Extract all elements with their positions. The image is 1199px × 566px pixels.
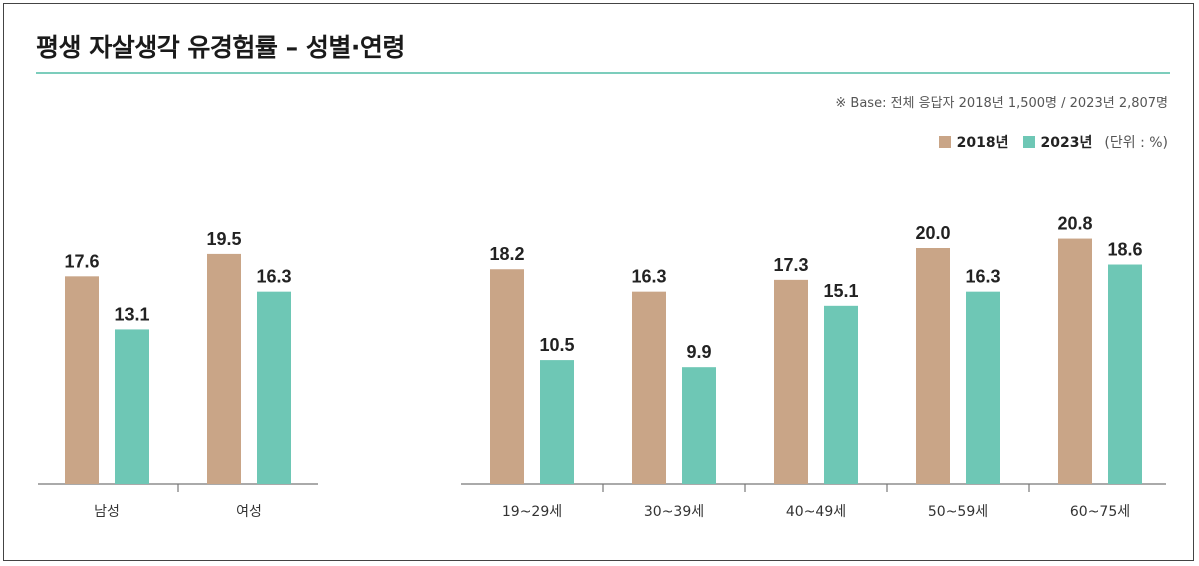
category-label: 50~59세 [928,504,988,520]
unit-label: (단위 : %) [1104,135,1168,151]
data-label: 16.3 [631,267,666,287]
data-label: 18.2 [489,244,524,264]
bar-2018 [490,269,524,484]
legend-swatch-2018 [938,136,951,148]
data-label: 17.3 [773,255,808,275]
bar-2023 [966,291,1000,484]
data-label: 10.5 [539,335,574,355]
bar-2023 [824,305,858,484]
bar-2018 [774,279,808,484]
bar-2023 [1108,264,1142,484]
data-label: 9.9 [686,342,711,362]
legend-item-2023: 2023년 [1022,132,1093,152]
category-label: 19~29세 [502,504,562,520]
data-label: 13.1 [114,304,149,324]
chart-title: 평생 자살생각 유경험률 – 성별·연령 [36,33,405,62]
bar-2018 [1058,238,1092,484]
category-label: 30~39세 [644,504,704,520]
data-label: 20.0 [915,223,950,243]
chart-frame [3,3,1194,561]
bar-2018 [207,253,241,484]
category-label: 여성 [236,504,262,520]
data-label: 19.5 [206,229,241,249]
base-note: ※ Base: 전체 응답자 2018년 1,500명 / 2023년 2,80… [835,96,1168,111]
data-label: 16.3 [965,267,1000,287]
category-label: 40~49세 [786,504,846,520]
bar-2023 [540,360,574,484]
legend-label-2023: 2023년 [1040,135,1093,151]
bar-2023 [682,367,716,484]
chart-panel-1: 18.2 10.5 19~29세 16.3 9.9 30~39세 17.3 15.1 40~49… [461,214,1166,520]
bar-2018 [916,248,950,484]
data-label: 15.1 [823,281,858,301]
legend-item-2018: 2018년 [938,132,1009,152]
bar-2018 [65,276,99,484]
bar-2018 [632,291,666,484]
data-label: 20.8 [1057,214,1092,234]
legend-swatch-2023 [1022,136,1035,148]
title-divider [36,72,1170,74]
bar-2023 [257,291,291,484]
legend: 2018년 2023년 (단위 : %) [925,132,1168,152]
chart-panel-0: 17.6 13.1 남성 19.5 16.3 여성 [38,229,318,520]
data-label: 18.6 [1107,240,1142,260]
data-label: 16.3 [256,267,291,287]
category-label: 60~75세 [1070,504,1130,520]
bar-2023 [115,329,149,484]
data-label: 17.6 [64,251,99,271]
legend-label-2018: 2018년 [956,135,1009,151]
category-label: 남성 [94,504,120,520]
